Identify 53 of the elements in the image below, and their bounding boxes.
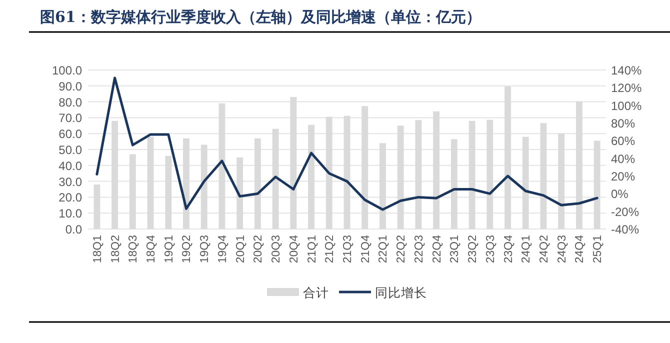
x-tick-label: 18Q4 <box>146 234 158 264</box>
y-tick-label: 60.0 <box>58 127 82 142</box>
x-tick-label: 20Q4 <box>288 234 300 264</box>
y-tick-label: 100.0 <box>52 64 82 78</box>
legend-label: 合计 <box>303 286 329 300</box>
x-tick-label: 21Q4 <box>360 234 372 264</box>
legend-label: 同比增长 <box>375 286 427 300</box>
x-tick-label: 23Q4 <box>502 234 515 264</box>
x-tick-label: 19Q4 <box>216 234 229 264</box>
x-tick-label: 22Q2 <box>396 235 408 264</box>
y2-tick-label: 140% <box>611 64 642 78</box>
x-tick-label: 22Q3 <box>413 235 426 264</box>
x-tick-label: 18Q1 <box>92 235 104 264</box>
y2-tick-label: 100% <box>611 98 642 113</box>
x-tick-label: 19Q1 <box>163 235 176 264</box>
y2-tick-label: 20% <box>611 170 636 184</box>
x-tick-label: 24Q4 <box>574 234 586 264</box>
x-tick-label: 21Q3 <box>342 235 354 264</box>
x-tick-label: 24Q2 <box>538 235 550 264</box>
x-tick-label: 22Q1 <box>378 235 390 264</box>
x-tick-label: 20Q2 <box>252 235 265 264</box>
x-tick-label: 20Q3 <box>270 235 283 264</box>
x-tick-label: 24Q1 <box>520 235 533 264</box>
x-tick-label: 23Q3 <box>484 235 497 264</box>
y-tick-label: 50.0 <box>58 143 82 157</box>
y2-tick-label: 120% <box>611 81 642 96</box>
y-tick-label: 80.0 <box>58 95 82 110</box>
x-tick-label: 18Q2 <box>110 235 122 264</box>
x-tick-label: 23Q1 <box>449 235 462 264</box>
y2-tick-label: -20% <box>611 204 640 219</box>
y-tick-label: 40.0 <box>58 158 82 173</box>
y-tick-label: 90.0 <box>58 79 82 94</box>
y-tick-label: 0.0 <box>65 222 82 236</box>
y-tick-label: 70.0 <box>58 111 82 126</box>
y-tick-label: 30.0 <box>58 174 82 189</box>
x-tick-label: 19Q3 <box>199 235 212 264</box>
x-tick-label: 18Q3 <box>128 235 140 264</box>
x-tick-label: 25Q1 <box>592 235 604 264</box>
chart-title: 图61：数字媒体行业季度收入（左轴）及同比增速（单位：亿元） <box>40 8 481 26</box>
y2-tick-label: 0% <box>611 187 629 202</box>
y2-tick-label: 40% <box>611 152 636 166</box>
x-tick-label: 23Q2 <box>467 235 480 264</box>
x-tick-label: 21Q1 <box>306 235 318 264</box>
y2-tick-label: 60% <box>611 134 636 148</box>
x-tick-label: 21Q2 <box>324 235 336 264</box>
x-tick-label: 22Q4 <box>431 234 444 264</box>
y2-tick-label: -40% <box>611 222 640 236</box>
y-tick-label: 20.0 <box>58 190 82 205</box>
y2-tick-label: 80% <box>611 116 636 130</box>
x-tick-label: 24Q3 <box>556 235 568 264</box>
x-tick-label: 20Q1 <box>234 235 247 264</box>
x-tick-label: 19Q2 <box>181 235 194 264</box>
y-tick-label: 10.0 <box>58 206 82 221</box>
